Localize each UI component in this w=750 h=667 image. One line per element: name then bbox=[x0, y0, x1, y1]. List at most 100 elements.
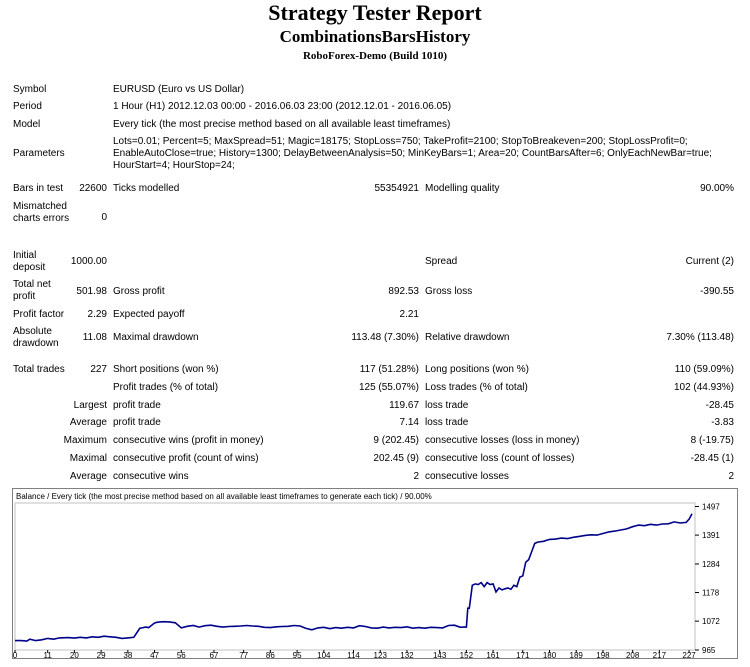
x-tick-label: 104 bbox=[317, 651, 331, 658]
parameters-value: Lots=0.01; Percent=5; MaxSpread=51; Magi… bbox=[113, 136, 712, 171]
largest-loss-value: -28.45 bbox=[705, 400, 734, 411]
model-value: Every tick (the most precise method base… bbox=[113, 119, 451, 130]
x-tick-label: 132 bbox=[400, 651, 414, 658]
average-loss-value: -3.83 bbox=[711, 417, 734, 428]
maximal-label: Maximal bbox=[69, 453, 107, 464]
x-tick-label: 152 bbox=[460, 651, 474, 658]
average-profit-value: 7.14 bbox=[399, 417, 419, 428]
maximal-loss-value: -28.45 (1) bbox=[690, 453, 734, 464]
maximal-profit-label: consecutive profit (count of wins) bbox=[113, 453, 259, 464]
x-tick-label: 161 bbox=[486, 651, 500, 658]
long-label: Long positions (won %) bbox=[425, 364, 529, 375]
period-value: 1 Hour (H1) 2012.12.03 00:00 - 2016.06.0… bbox=[113, 101, 452, 112]
max-wins-value: 9 (202.45) bbox=[373, 435, 419, 446]
avg-losses-value: 2 bbox=[728, 471, 734, 482]
average-label: Average bbox=[69, 417, 107, 428]
short-label: Short positions (won %) bbox=[113, 364, 219, 375]
server-build: RoboForex-Demo (Build 1010) bbox=[302, 50, 447, 62]
quality-value: 90.00% bbox=[700, 183, 734, 194]
avg-wins-label: consecutive wins bbox=[113, 471, 189, 482]
trades-value: 227 bbox=[90, 364, 107, 375]
x-tick-label: 56 bbox=[177, 651, 186, 658]
absdd-label: Absolute drawdown bbox=[13, 326, 59, 349]
x-tick-label: 227 bbox=[682, 651, 696, 658]
long-value: 110 (59.09%) bbox=[674, 364, 734, 375]
reldd-label: Relative drawdown bbox=[425, 332, 510, 343]
maximum-label: Maximum bbox=[63, 435, 107, 446]
maximal-profit-value: 202.45 (9) bbox=[373, 453, 419, 464]
y-tick-label: 1497 bbox=[702, 503, 720, 512]
maximal-loss-label: consecutive loss (count of losses) bbox=[425, 453, 575, 464]
balance-chart: Balance / Every tick (the most precise m… bbox=[12, 488, 738, 659]
x-tick-label: 11 bbox=[44, 651, 53, 658]
x-tick-label: 114 bbox=[347, 651, 360, 658]
grossprofit-label: Gross profit bbox=[113, 286, 165, 297]
balance-line bbox=[15, 513, 693, 642]
trades-label: Total trades bbox=[13, 364, 65, 375]
max-losses-value: 8 (-19.75) bbox=[690, 435, 734, 446]
x-tick-label: 180 bbox=[543, 651, 557, 658]
loss-trades-value: 102 (44.93%) bbox=[673, 382, 734, 393]
mismatch-value: 0 bbox=[101, 212, 107, 223]
x-tick-label: 171 bbox=[516, 651, 530, 658]
y-tick-label: 965 bbox=[702, 646, 716, 655]
largest-profit-label: profit trade bbox=[113, 400, 161, 411]
x-tick-label: 29 bbox=[97, 651, 106, 658]
maxdd-value: 113.48 (7.30%) bbox=[351, 332, 419, 343]
pf-value: 2.29 bbox=[87, 309, 107, 320]
x-tick-label: 217 bbox=[653, 651, 667, 658]
y-tick-label: 1391 bbox=[702, 531, 720, 540]
plot-area bbox=[14, 502, 696, 651]
parameters-label: Parameters bbox=[13, 148, 65, 159]
payoff-value: 2.21 bbox=[399, 309, 419, 320]
mismatch-label: Mismatched charts errors bbox=[13, 201, 70, 224]
largest-profit-value: 119.67 bbox=[389, 400, 419, 411]
symbol-label: Symbol bbox=[13, 84, 47, 95]
max-wins-label: consecutive wins (profit in money) bbox=[113, 435, 264, 446]
avg-losses-label: consecutive losses bbox=[425, 471, 509, 482]
y-tick-label: 1178 bbox=[702, 589, 720, 598]
model-label: Model bbox=[13, 119, 41, 130]
pf-label: Profit factor bbox=[13, 309, 65, 320]
grossloss-label: Gross loss bbox=[425, 286, 473, 297]
spread-value: Current (2) bbox=[685, 256, 734, 267]
maxdd-label: Maximal drawdown bbox=[113, 332, 199, 343]
grossprofit-value: 892.53 bbox=[388, 286, 419, 297]
expert-name: CombinationsBarsHistory bbox=[279, 27, 471, 46]
netprofit-value: 501.98 bbox=[76, 286, 107, 297]
ticks-label: Ticks modelled bbox=[113, 183, 180, 194]
deposit-value: 1000.00 bbox=[70, 256, 107, 267]
y-tick-label: 1072 bbox=[702, 617, 720, 626]
x-tick-label: 95 bbox=[293, 651, 302, 658]
bars-label: Bars in test bbox=[13, 183, 64, 194]
x-tick-label: 0 bbox=[13, 651, 18, 658]
x-tick-label: 77 bbox=[239, 651, 248, 658]
grossloss-value: -390.55 bbox=[700, 286, 734, 297]
max-losses-label: consecutive losses (loss in money) bbox=[425, 435, 580, 446]
average-loss-label: loss trade bbox=[425, 417, 469, 428]
x-tick-label: 38 bbox=[123, 651, 132, 658]
spread-label: Spread bbox=[425, 256, 458, 267]
reldd-value: 7.30% (113.48) bbox=[666, 332, 734, 343]
largest-label: Largest bbox=[73, 400, 107, 411]
x-tick-label: 143 bbox=[433, 651, 447, 658]
x-tick-label: 47 bbox=[150, 651, 159, 658]
profit-trades-value: 125 (55.07%) bbox=[358, 382, 419, 393]
short-value: 117 (51.28%) bbox=[359, 364, 419, 375]
period-label: Period bbox=[13, 101, 42, 112]
deposit-label: Initial deposit bbox=[13, 250, 46, 273]
bars-value: 22600 bbox=[79, 183, 107, 194]
quality-label: Modelling quality bbox=[425, 183, 500, 194]
loss-trades-label: Loss trades (% of total) bbox=[425, 382, 528, 393]
x-tick-label: 208 bbox=[626, 651, 640, 658]
report-title: Strategy Tester Report bbox=[268, 0, 482, 25]
avg-wins-value: 2 bbox=[413, 471, 419, 482]
ticks-value: 55354921 bbox=[374, 183, 420, 194]
x-tick-label: 189 bbox=[570, 651, 584, 658]
x-tick-label: 198 bbox=[596, 651, 610, 658]
y-tick-label: 1284 bbox=[702, 560, 720, 569]
profit-trades-label: Profit trades (% of total) bbox=[113, 382, 219, 393]
largest-loss-label: loss trade bbox=[425, 400, 469, 411]
average-profit-label: profit trade bbox=[113, 417, 161, 428]
avg-consecutive-label: Average bbox=[69, 471, 107, 482]
